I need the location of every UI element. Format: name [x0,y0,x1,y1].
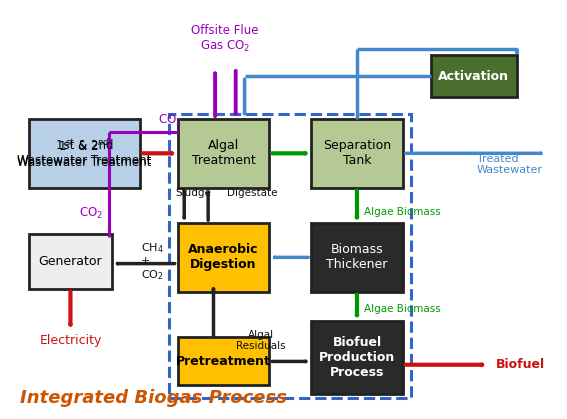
Text: 1$^{st}$ & 2$^{nd}$
Wastewater Treatment: 1$^{st}$ & 2$^{nd}$ Wastewater Treatment [17,138,151,169]
Text: Treated
Wastewater: Treated Wastewater [477,154,543,175]
Text: Biofuel
Production
Process: Biofuel Production Process [319,336,395,379]
Text: CO$_2$: CO$_2$ [79,206,103,221]
Text: Generator: Generator [39,255,102,268]
Text: Algae Biomass: Algae Biomass [364,207,441,217]
Text: CH$_4$
+
CO$_2$: CH$_4$ + CO$_2$ [141,241,163,282]
Text: Activation: Activation [438,70,509,83]
Text: Digestate: Digestate [227,188,278,198]
Text: Offsite Flue
Gas CO$_2$: Offsite Flue Gas CO$_2$ [192,24,259,54]
Bar [29,119,140,188]
Bar [431,55,517,97]
Text: Algae Biomass: Algae Biomass [364,304,441,314]
Text: CO$_2$: CO$_2$ [158,112,183,127]
Bar [29,235,112,289]
Bar [311,321,403,394]
Bar [177,337,269,385]
Text: Electricity: Electricity [39,334,101,347]
Bar [311,223,403,292]
Text: Separation
Tank: Separation Tank [323,139,391,167]
Bar [170,114,411,398]
Text: Algal
Residuals: Algal Residuals [236,330,286,352]
Bar [311,119,403,188]
Text: Algal
Treatment: Algal Treatment [192,139,255,167]
Text: Anaerobic
Digestion: Anaerobic Digestion [188,243,259,272]
Text: 1st & 2nd
Wastewater Treatment: 1st & 2nd Wastewater Treatment [17,139,151,167]
Text: Sludge: Sludge [175,188,211,198]
Text: Integrated Biogas Process: Integrated Biogas Process [20,389,287,407]
Text: Biofuel: Biofuel [496,358,545,371]
Bar [177,119,269,188]
Text: Pretreatment: Pretreatment [176,355,271,368]
Text: Biomass
Thickener: Biomass Thickener [326,243,388,272]
Bar [177,223,269,292]
